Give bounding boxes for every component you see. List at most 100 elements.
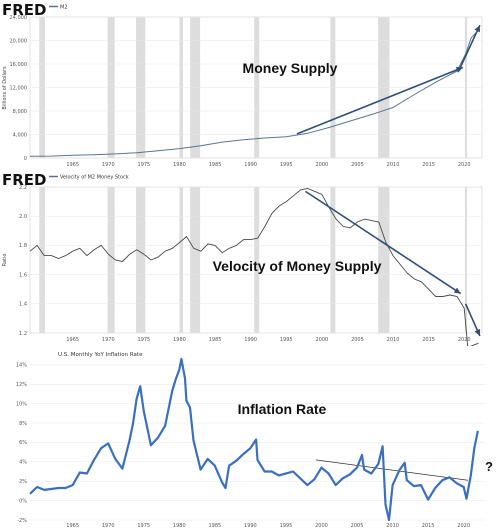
x-tick-label: 2015: [422, 337, 435, 343]
x-tick-label: 1970: [102, 162, 115, 168]
recession-band: [330, 187, 336, 333]
y-tick-label: 20,000: [10, 38, 28, 44]
x-tick-label: 1990: [244, 337, 257, 343]
fred-logo: FRED: [2, 171, 47, 189]
x-tick-label: 2015: [422, 162, 435, 168]
x-tick-label: 2010: [387, 337, 400, 343]
m2-series-line: [29, 30, 479, 157]
x-tick-label: 1980: [173, 337, 186, 343]
y-tick-label: 1.4: [19, 302, 27, 308]
gridlines: [30, 186, 482, 334]
recession-band: [136, 187, 146, 333]
m2-chart-panel: FRED M2 0 4,000 8,000 12,000 16,000 20,000 24,…: [0, 0, 500, 170]
y-tick-labels: -2% 0% 2% 4% 6% 8% 10% 12% 14%: [16, 363, 27, 524]
x-tick-label: 1995: [280, 523, 293, 529]
recession-band: [39, 187, 45, 333]
x-tick-label: 2000: [315, 162, 328, 168]
x-tick-label: 1965: [66, 162, 79, 168]
y-tick-label: 2.0: [19, 214, 27, 220]
x-tick-label: 1980: [173, 162, 186, 168]
y-tick-label: 8%: [19, 421, 27, 427]
x-tick-label: 1980: [173, 523, 186, 529]
x-tick-label: 1995: [280, 162, 293, 168]
x-tick-label: 1975: [138, 337, 151, 343]
y-tick-label: 0: [24, 156, 27, 162]
recession-bands: [39, 187, 468, 333]
inflation-trend-line: [315, 459, 468, 481]
y-tick-label: 1.2: [19, 331, 27, 337]
inflation-chart-title: U.S. Monthly YoY Inflation Rate: [58, 352, 143, 358]
trend-arrows: [305, 190, 481, 337]
velocity-chart: FRED Velocity of M2 Money Stock 1.2 1.4 1.…: [2, 171, 483, 346]
recession-band: [107, 187, 115, 333]
inflation-chart-panel: U.S. Monthly YoY Inflation Rate -2% 0% 2% 4…: [0, 346, 500, 530]
x-tick-label: 2000: [315, 523, 328, 529]
trend-arrow-head: [474, 328, 481, 336]
inflation-series-line: [29, 357, 479, 522]
gridlines: [30, 16, 482, 159]
y-tick-label: 4%: [19, 460, 27, 466]
y-tick-label: 16,000: [10, 62, 28, 68]
y-tick-label: 4,000: [13, 132, 27, 138]
y-tick-label: 12%: [16, 382, 27, 388]
fred-logo: FRED: [2, 1, 47, 19]
y-tick-label: 8,000: [13, 109, 27, 115]
inflation-annotation: Inflation Rate: [238, 401, 327, 417]
y-tick-labels: 1.2 1.4 1.6 1.8 2.0 2.2: [19, 185, 27, 337]
y-tick-label: 1.6: [19, 272, 27, 278]
y-tick-label: 12,000: [10, 85, 28, 91]
x-tick-labels: 1965 1970 1975 1980 1985 1990 1995 2000 2005 2010…: [66, 523, 470, 529]
y-tick-label: 14%: [16, 363, 27, 369]
x-tick-label: 2005: [351, 337, 364, 343]
x-tick-label: 1990: [244, 162, 257, 168]
y-axis-label: Ratio: [2, 254, 8, 267]
trend-arrow: [305, 190, 462, 295]
y-tick-label: 0%: [19, 498, 27, 504]
x-tick-label: 1985: [208, 523, 221, 529]
legend-label: M2: [60, 5, 68, 11]
x-tick-label: 2015: [422, 523, 435, 529]
m2-chart: FRED M2 0 4,000 8,000 12,000 16,000 20,000 24,…: [2, 1, 483, 168]
x-tick-label: 2010: [387, 162, 400, 168]
x-tick-label: 2010: [386, 523, 399, 529]
velocity-annotation: Velocity of Money Supply: [213, 258, 382, 274]
x-tick-labels: 1965 1970 1975 1980 1985 1990 1995 2000 2005 2010…: [66, 337, 470, 343]
x-tick-label: 1995: [280, 337, 293, 343]
y-tick-label: 24,000: [10, 15, 28, 21]
recession-band: [464, 187, 468, 333]
x-tick-label: 2020: [458, 337, 471, 343]
x-tick-label: 1975: [138, 162, 151, 168]
x-tick-label: 1985: [209, 162, 222, 168]
x-tick-label: 1970: [102, 337, 115, 343]
x-tick-label: 2000: [315, 337, 328, 343]
legend-label: Velocity of M2 Money Stock: [60, 175, 129, 181]
trend-arrow: [296, 66, 464, 135]
x-tick-label: 1985: [209, 337, 222, 343]
trend-arrows: [296, 24, 481, 135]
y-tick-label: 6%: [19, 440, 27, 446]
trend-arrow: [458, 24, 481, 71]
y-tick-label: 2%: [19, 479, 27, 485]
recession-band: [378, 187, 390, 333]
x-tick-label: 1970: [102, 523, 115, 529]
y-tick-label: -2%: [17, 518, 27, 524]
y-axis-label: Billions of Dollars: [2, 66, 8, 110]
velocity-series-line: [29, 188, 479, 346]
x-tick-label: 1965: [66, 337, 79, 343]
y-tick-label: 1.8: [19, 243, 27, 249]
inflation-chart: U.S. Monthly YoY Inflation Rate -2% 0% 2% 4…: [16, 352, 493, 529]
x-tick-label: 1965: [66, 523, 79, 529]
x-tick-label: 2020: [457, 523, 470, 529]
x-tick-labels: 1965 1970 1975 1980 1985 1990 1995 2000 2005 2010…: [66, 162, 470, 168]
velocity-chart-panel: FRED Velocity of M2 Money Stock 1.2 1.4 1.…: [0, 170, 500, 346]
trend-arrow-head: [453, 287, 461, 294]
x-tick-label: 1975: [137, 523, 150, 529]
x-tick-label: 2005: [351, 162, 364, 168]
y-tick-labels: 0 4,000 8,000 12,000 16,000 20,000 24,000: [10, 15, 28, 162]
x-tick-label: 1990: [244, 523, 257, 529]
trend-arrow-head: [474, 25, 480, 33]
x-tick-label: 2005: [351, 523, 364, 529]
x-tick-label: 2020: [458, 162, 471, 168]
recession-band: [190, 187, 201, 333]
y-tick-label: 10%: [16, 401, 27, 407]
